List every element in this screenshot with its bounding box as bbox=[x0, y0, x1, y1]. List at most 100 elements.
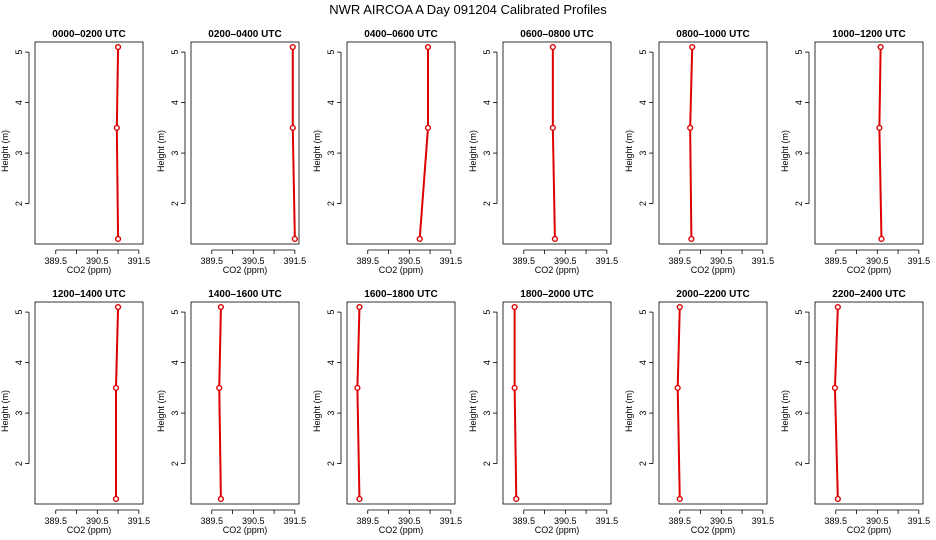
x-axis-label: CO2 (ppm) bbox=[223, 525, 268, 535]
y-tick-label: 4 bbox=[794, 100, 804, 105]
panel-3: 0400–0600 UTC 389.5 390.5 391.5 CO2 (ppm) 2 3 4… bbox=[312, 29, 462, 275]
data-point bbox=[549, 124, 556, 131]
y-tick-label: 4 bbox=[170, 360, 180, 365]
y-tick-label: 5 bbox=[638, 310, 648, 315]
y-tick-label: 2 bbox=[794, 201, 804, 206]
y-tick-label: 4 bbox=[482, 360, 492, 365]
x-axis-label: CO2 (ppm) bbox=[379, 265, 424, 275]
panel-2: 0200–0400 UTC 389.5 390.5 391.5 CO2 (ppm) 2 3 4… bbox=[156, 29, 306, 275]
x-tick-label: 391.5 bbox=[908, 256, 931, 266]
x-tick-label: 390.5 bbox=[710, 516, 733, 526]
data-point bbox=[513, 495, 520, 503]
x-tick-label: 391.5 bbox=[908, 516, 931, 526]
data-point bbox=[877, 43, 884, 51]
y-axis-label: Height (m) bbox=[468, 130, 478, 172]
x-axis-label: CO2 (ppm) bbox=[67, 265, 112, 275]
plot-frame bbox=[502, 41, 612, 245]
y-axis-label: Height (m) bbox=[312, 130, 322, 172]
data-point bbox=[688, 235, 695, 243]
profile-line bbox=[878, 47, 883, 239]
data-point bbox=[549, 43, 556, 51]
x-tick-label: 389.5 bbox=[45, 256, 68, 266]
data-point bbox=[551, 235, 559, 243]
panel-title: 0600–0800 UTC bbox=[520, 29, 593, 40]
profile-line bbox=[513, 307, 518, 499]
data-point bbox=[689, 43, 696, 51]
y-tick-label: 4 bbox=[14, 100, 24, 105]
x-tick-label: 389.5 bbox=[357, 256, 380, 266]
data-point bbox=[217, 495, 225, 503]
y-tick-label: 5 bbox=[14, 310, 24, 315]
data-point bbox=[217, 303, 225, 311]
profile-line bbox=[291, 47, 296, 239]
x-tick-label: 389.5 bbox=[201, 256, 224, 266]
x-tick-label: 391.5 bbox=[752, 256, 775, 266]
data-point bbox=[834, 303, 841, 311]
y-tick-label: 5 bbox=[482, 50, 492, 55]
y-tick-label: 4 bbox=[482, 100, 492, 105]
panel-title: 2200–2400 UTC bbox=[832, 289, 905, 300]
data-point bbox=[112, 495, 120, 503]
x-axis-label: CO2 (ppm) bbox=[535, 265, 580, 275]
plot-frame bbox=[346, 301, 456, 505]
panel-7: 1200–1400 UTC 389.5 390.5 391.5 CO2 (ppm) 2 3 4… bbox=[0, 289, 150, 535]
profile-line bbox=[218, 307, 222, 499]
plot-frame bbox=[814, 301, 924, 505]
panel-title: 0800–1000 UTC bbox=[676, 29, 749, 40]
plot-frame bbox=[502, 301, 612, 505]
x-tick-label: 390.5 bbox=[398, 516, 421, 526]
y-tick-label: 4 bbox=[14, 360, 24, 365]
y-tick-label: 3 bbox=[482, 411, 492, 416]
y-tick-label: 2 bbox=[14, 461, 24, 466]
panel-title: 1400–1600 UTC bbox=[208, 289, 281, 300]
y-tick-label: 5 bbox=[326, 310, 336, 315]
y-tick-label: 5 bbox=[794, 50, 804, 55]
x-tick-label: 391.5 bbox=[128, 516, 151, 526]
y-axis-label: Height (m) bbox=[0, 390, 10, 432]
data-point bbox=[676, 495, 683, 503]
data-point bbox=[356, 495, 363, 503]
profile-line bbox=[115, 307, 120, 499]
y-axis-label: Height (m) bbox=[156, 130, 166, 172]
x-tick-label: 389.5 bbox=[825, 516, 848, 526]
y-axis-label: Height (m) bbox=[312, 390, 322, 432]
profile-line bbox=[689, 47, 694, 239]
data-point bbox=[114, 43, 122, 51]
x-tick-label: 389.5 bbox=[669, 256, 692, 266]
x-tick-label: 391.5 bbox=[752, 516, 775, 526]
panel-1: 0000–0200 UTC 389.5 390.5 391.5 CO2 (ppm) 2 3 4… bbox=[0, 29, 150, 275]
panel-9: 1600–1800 UTC 389.5 390.5 391.5 CO2 (ppm) 2 3 4… bbox=[312, 289, 462, 535]
y-tick-label: 2 bbox=[170, 461, 180, 466]
y-tick-label: 3 bbox=[170, 411, 180, 416]
x-tick-label: 390.5 bbox=[554, 256, 577, 266]
x-tick-label: 389.5 bbox=[45, 516, 68, 526]
x-tick-label: 391.5 bbox=[440, 516, 463, 526]
y-axis-label: Height (m) bbox=[624, 390, 634, 432]
profile-line bbox=[676, 307, 681, 499]
x-tick-label: 390.5 bbox=[554, 516, 577, 526]
x-axis-label: CO2 (ppm) bbox=[847, 525, 892, 535]
y-axis-label: Height (m) bbox=[468, 390, 478, 432]
profile-line bbox=[551, 47, 556, 239]
y-tick-label: 2 bbox=[326, 461, 336, 466]
x-tick-label: 390.5 bbox=[866, 516, 889, 526]
figure-title: NWR AIRCOA A Day 091204 Calibrated Profi… bbox=[329, 2, 607, 17]
panel-title: 1600–1800 UTC bbox=[364, 289, 437, 300]
y-tick-label: 4 bbox=[326, 100, 336, 105]
plot-frame bbox=[814, 41, 924, 245]
x-axis-label: CO2 (ppm) bbox=[535, 525, 580, 535]
profile-line bbox=[356, 307, 361, 499]
y-axis-label: Height (m) bbox=[156, 390, 166, 432]
panel-title: 2000–2200 UTC bbox=[676, 289, 749, 300]
x-tick-label: 391.5 bbox=[284, 516, 307, 526]
y-axis-label: Height (m) bbox=[0, 130, 10, 172]
y-tick-label: 3 bbox=[14, 411, 24, 416]
y-tick-label: 2 bbox=[638, 201, 648, 206]
x-tick-label: 390.5 bbox=[242, 516, 265, 526]
x-axis-label: CO2 (ppm) bbox=[67, 525, 112, 535]
y-tick-label: 2 bbox=[326, 201, 336, 206]
x-tick-label: 389.5 bbox=[825, 256, 848, 266]
panel-title: 1200–1400 UTC bbox=[52, 289, 125, 300]
y-tick-label: 2 bbox=[482, 201, 492, 206]
data-point bbox=[114, 235, 122, 243]
